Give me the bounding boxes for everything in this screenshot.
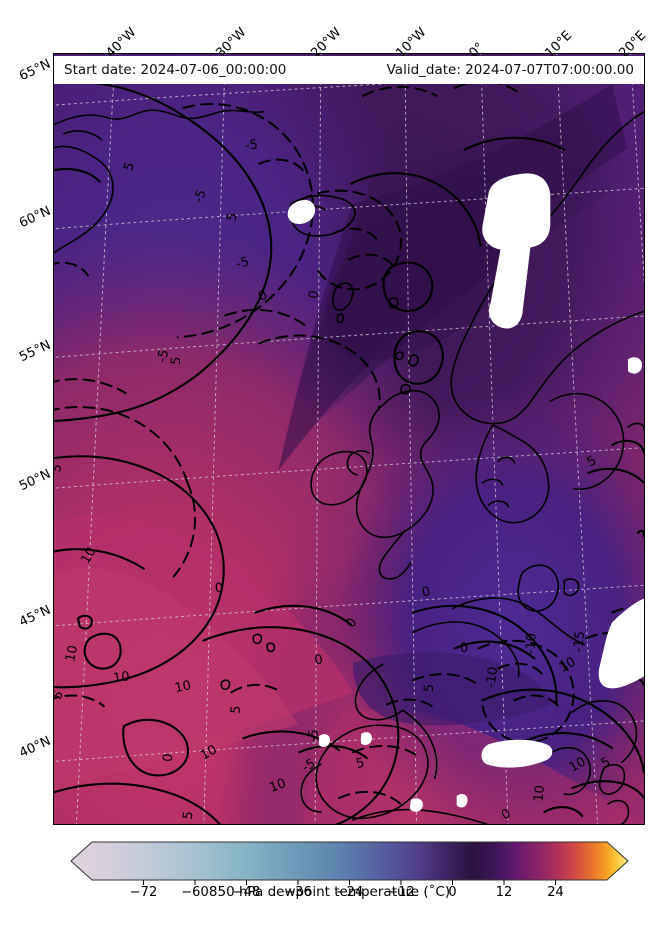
colorbar-title: 850 hPa dewpoint temperature (˚C): [208, 884, 451, 900]
colorbar-tick-label: −48: [232, 885, 261, 900]
svg-text:-10: -10: [523, 633, 539, 655]
map-axes[interactable]: 5 5 5 5 10 10 10 10 5 10 0 5 0 0 0 -5 -5…: [53, 53, 645, 825]
header-info-box: Start date: 2024-07-06_00:00:00 Valid_da…: [54, 56, 644, 84]
colorbar-tick-label: 24: [547, 885, 564, 900]
masked-terrain-patches: [287, 173, 644, 812]
lat-tick-label: 60°N: [17, 203, 54, 232]
svg-text:5: 5: [228, 705, 244, 715]
svg-text:0: 0: [459, 640, 469, 656]
svg-text:0: 0: [314, 652, 324, 668]
svg-text:10: 10: [557, 655, 579, 676]
svg-text:10: 10: [78, 545, 99, 567]
svg-text:-5: -5: [306, 729, 322, 743]
svg-text:5: 5: [54, 463, 65, 474]
map-field-plot: 5 5 5 5 10 10 10 10 5 10 0 5 0 0 0 -5 -5…: [54, 54, 644, 824]
lat-tick-label: 50°N: [17, 466, 54, 495]
svg-text:0: 0: [421, 584, 432, 600]
svg-text:-5: -5: [244, 137, 258, 153]
colorbar-tick-label: −12: [387, 885, 415, 900]
svg-text:0: 0: [214, 581, 224, 597]
svg-text:-10: -10: [484, 666, 502, 689]
colorbar-gradient: [70, 841, 629, 885]
start-date-label: Start date: 2024-07-06_00:00:00: [64, 62, 287, 78]
svg-text:0: 0: [306, 289, 322, 300]
lat-tick-label: 55°N: [17, 337, 54, 366]
svg-text:10: 10: [567, 754, 589, 775]
colorbar[interactable]: −72 −60 −48 −36 −24 −12 0 12 24 850 hPa dewpoint…: [0, 832, 659, 936]
colorbar-tick-label: 12: [495, 885, 513, 900]
colorbar-tick-label: 0: [448, 885, 457, 900]
svg-text:-5: -5: [155, 348, 172, 364]
svg-text:5: 5: [355, 756, 366, 772]
svg-text:-15: -15: [571, 630, 588, 652]
svg-text:-5: -5: [235, 254, 251, 272]
svg-text:10: 10: [112, 669, 130, 686]
colorbar-tick-label: −72: [129, 885, 158, 900]
svg-text:10: 10: [63, 644, 81, 663]
lat-tick-label: 40°N: [17, 733, 54, 762]
svg-text:-5: -5: [191, 188, 210, 205]
lat-tick-label: 65°N: [17, 56, 54, 85]
svg-text:10: 10: [173, 678, 192, 696]
svg-text:5: 5: [169, 356, 185, 366]
svg-text:5: 5: [225, 212, 241, 223]
svg-text:5: 5: [422, 683, 438, 692]
valid-date-label: Valid_date: 2024-07-07T07:00:00.00: [386, 62, 634, 78]
colorbar-tick-label: −60: [181, 885, 209, 900]
svg-text:10: 10: [531, 785, 548, 803]
svg-text:0: 0: [161, 753, 177, 763]
colorbar-tick-label: −36: [284, 885, 312, 900]
svg-text:10: 10: [268, 776, 289, 796]
svg-text:5: 5: [181, 810, 197, 820]
lat-tick-label: 45°N: [17, 602, 54, 631]
svg-text:10: 10: [198, 742, 220, 763]
colorbar-tick-label: −24: [335, 885, 364, 900]
